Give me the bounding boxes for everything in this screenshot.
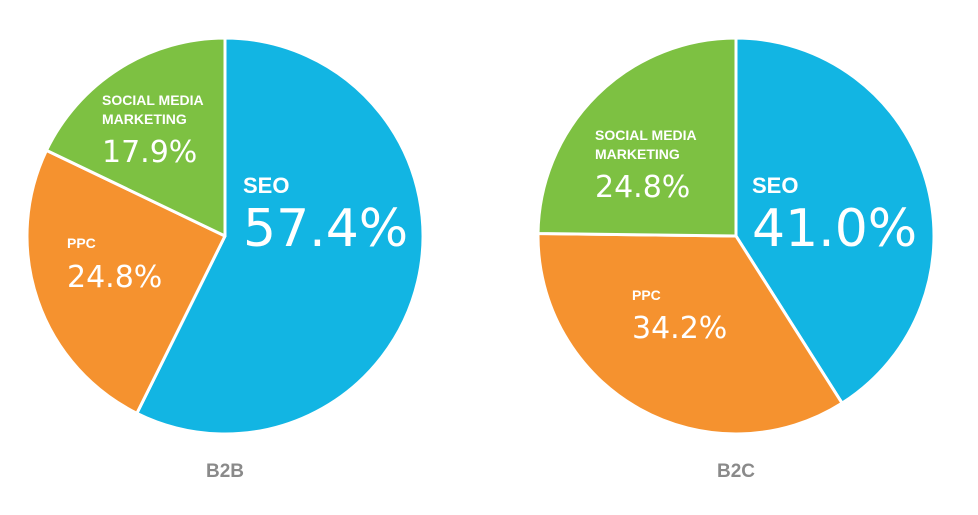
pie-slice-b2c-social-media-marketing xyxy=(536,36,738,238)
slice-value-label-b2c-social-media-marketing: 24.8% xyxy=(595,170,690,205)
slice-name-b2b-ppc: PPC xyxy=(67,235,96,251)
slice-value-label-b2b-social-media-marketing: 17.9% xyxy=(102,135,197,170)
chart-caption-b2b: B2B xyxy=(206,461,244,482)
slice-name-b2c-ppc: PPC xyxy=(632,287,661,303)
pie-slice-b2b-social-media-marketing xyxy=(44,36,227,238)
slice-value-label-b2c-ppc: 34.2% xyxy=(632,311,727,346)
slice-name-b2b-social-media-marketing: SOCIAL MEDIA xyxy=(102,92,204,108)
slice-name-b2c-social-media-marketing: MARKETING xyxy=(595,146,680,162)
slice-name-b2b-social-media-marketing: MARKETING xyxy=(102,111,187,127)
slice-name-b2b-seo: SEO xyxy=(243,173,289,198)
slice-value-label-b2b-ppc: 24.8% xyxy=(67,260,162,295)
chart-caption-b2c: B2C xyxy=(717,461,755,482)
slice-name-b2c-seo: SEO xyxy=(752,173,798,198)
slice-name-b2c-social-media-marketing: SOCIAL MEDIA xyxy=(595,127,697,143)
pie-slice-b2c-ppc xyxy=(536,232,844,436)
slice-value-label-b2c-seo: 41.0% xyxy=(752,199,917,259)
pie-slice-b2b-seo xyxy=(135,36,425,436)
pie-slice-b2b-ppc xyxy=(25,148,227,415)
slice-value-label-b2b-seo: 57.4% xyxy=(243,199,408,259)
